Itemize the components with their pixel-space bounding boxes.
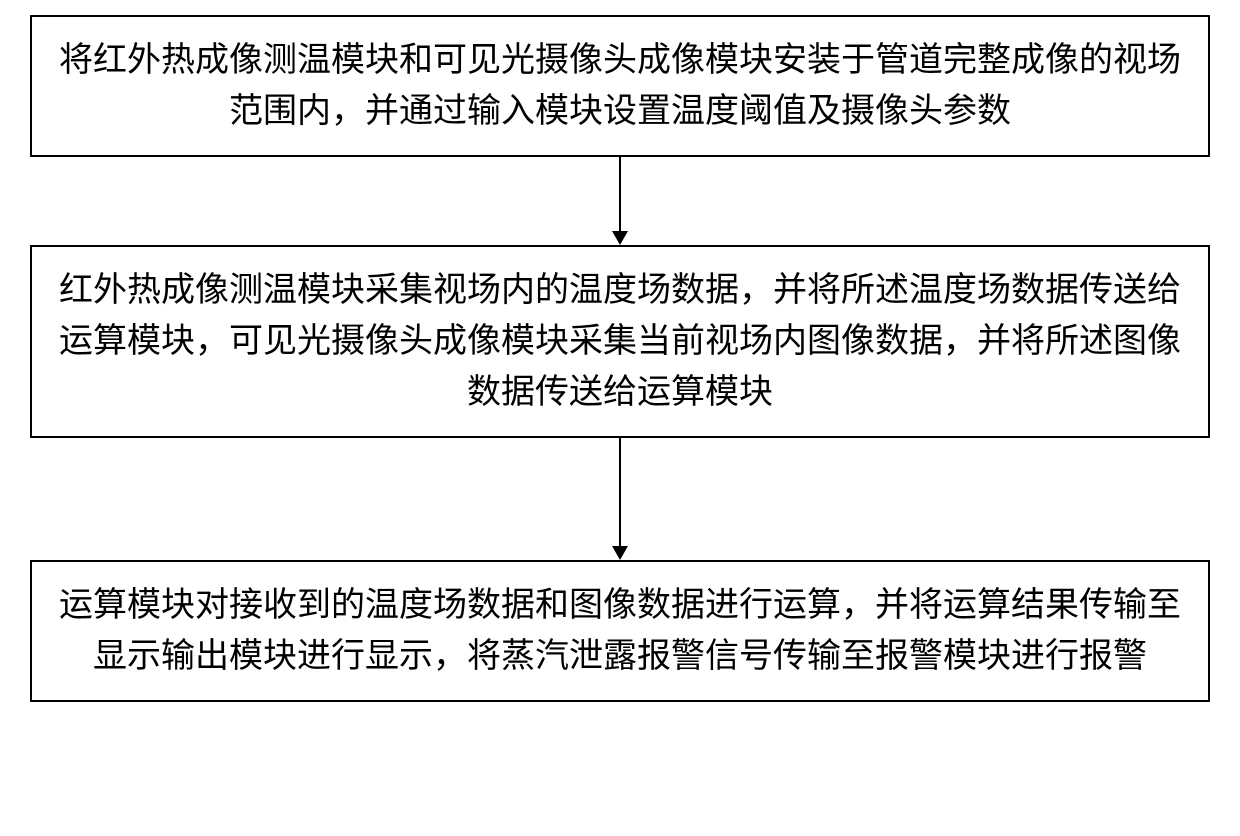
flowchart-step-3-text: 运算模块对接收到的温度场数据和图像数据进行运算，并将运算结果传输至显示输出模块进… (56, 580, 1184, 682)
arrow-line (619, 157, 621, 231)
flowchart-step-2: 红外热成像测温模块采集视场内的温度场数据，并将所述温度场数据传送给运算模块，可见… (30, 245, 1210, 438)
flowchart-arrow-2 (612, 438, 628, 560)
arrow-head-icon (612, 231, 628, 245)
flowchart-step-1: 将红外热成像测温模块和可见光摄像头成像模块安装于管道完整成像的视场范围内，并通过… (30, 15, 1210, 157)
arrow-line (619, 438, 621, 546)
flowchart-step-1-text: 将红外热成像测温模块和可见光摄像头成像模块安装于管道完整成像的视场范围内，并通过… (56, 35, 1184, 137)
flowchart-step-2-text: 红外热成像测温模块采集视场内的温度场数据，并将所述温度场数据传送给运算模块，可见… (56, 265, 1184, 418)
flowchart-step-3: 运算模块对接收到的温度场数据和图像数据进行运算，并将运算结果传输至显示输出模块进… (30, 560, 1210, 702)
arrow-head-icon (612, 546, 628, 560)
flowchart-arrow-1 (612, 157, 628, 245)
